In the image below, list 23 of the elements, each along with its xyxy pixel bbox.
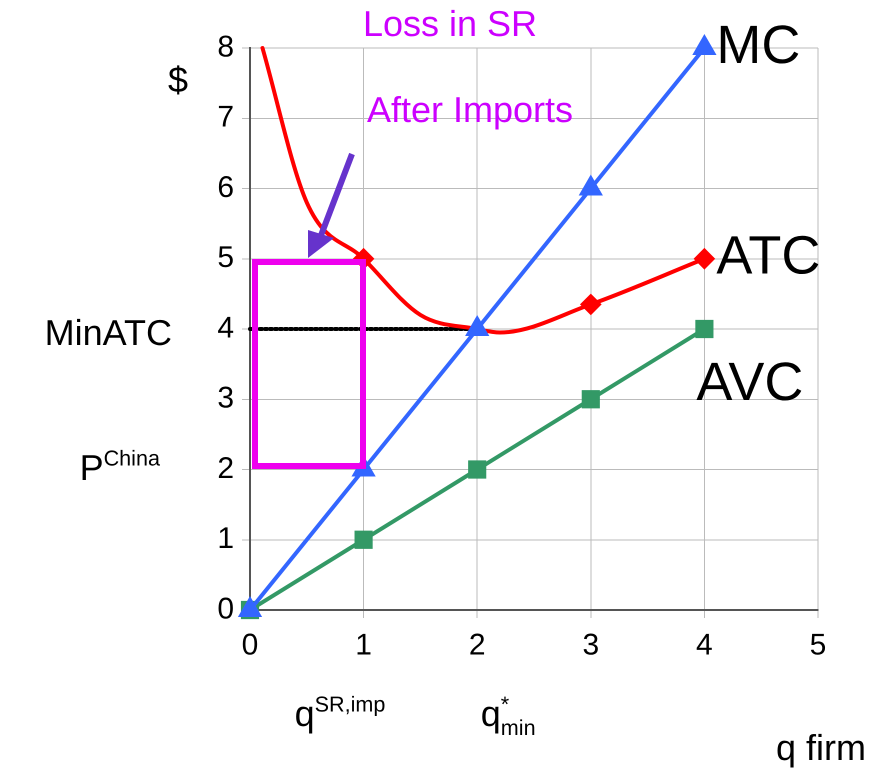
y-tick-label: 7 xyxy=(217,100,234,134)
y-tick-label: 5 xyxy=(217,241,234,274)
text: MinATC xyxy=(44,312,172,353)
y-tick-label: 6 xyxy=(217,170,234,204)
series-label: MC xyxy=(716,14,800,75)
y-tick-label: 8 xyxy=(217,30,234,64)
series-label: AVC xyxy=(696,352,804,412)
annotation: After Imports xyxy=(366,89,574,130)
x-tick-label: 5 xyxy=(810,628,826,662)
y-tick-label: 4 xyxy=(217,311,234,344)
y-tick-label: 3 xyxy=(217,382,234,415)
x-tick-label: 1 xyxy=(355,628,372,662)
y-tick-label: 2 xyxy=(217,452,234,485)
x-tick-label: 2 xyxy=(468,628,486,662)
series-label: ATC xyxy=(716,226,820,286)
y-tick-label: 1 xyxy=(217,522,234,556)
x-tick-label: 3 xyxy=(582,628,600,662)
y-axis-title: $ xyxy=(168,58,188,100)
text: Loss in SR xyxy=(362,3,538,44)
x-axis-title: q firm xyxy=(776,727,866,768)
x-tick-label: 4 xyxy=(696,628,713,662)
y-tick-label: 0 xyxy=(217,592,234,626)
x-tick-label: 0 xyxy=(242,628,258,662)
